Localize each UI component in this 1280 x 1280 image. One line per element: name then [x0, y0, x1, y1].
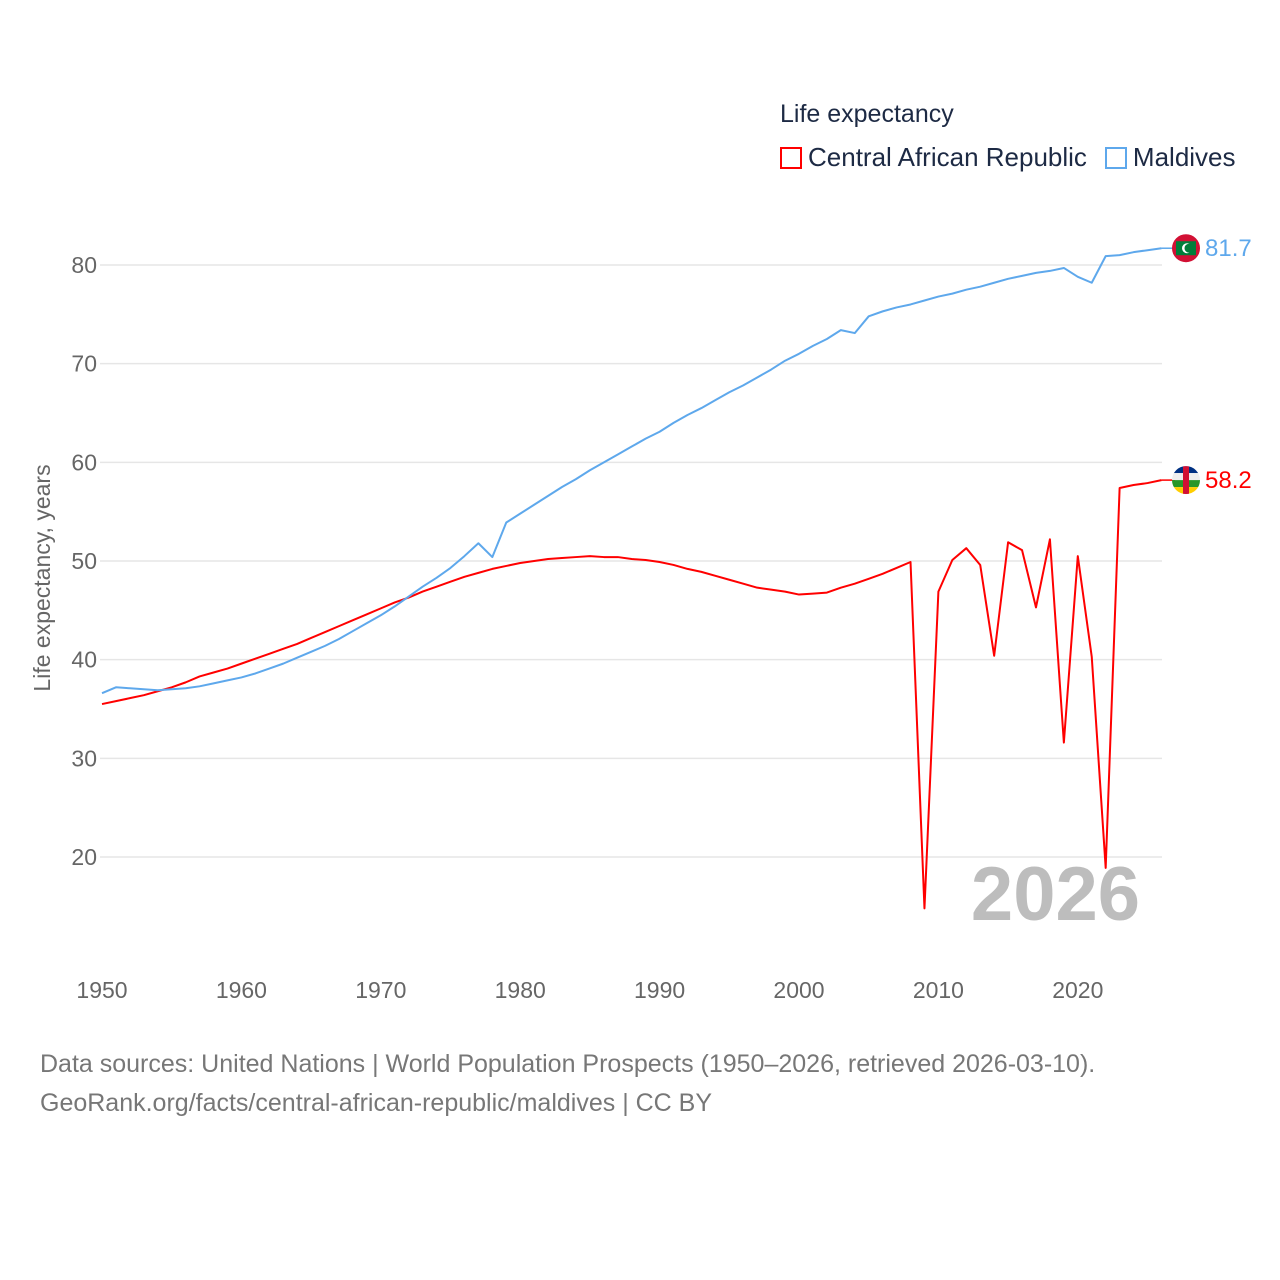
legend-item-maldives[interactable]: Maldives [1104, 142, 1236, 173]
attribution-link[interactable]: GeoRank.org/facts/central-african-republ… [40, 1089, 713, 1117]
y-tick-label: 30 [71, 745, 97, 771]
end-value-label: 58.2 [1205, 467, 1252, 494]
y-axis-title: Life expectancy, years [29, 464, 55, 691]
legend: Central African Republic Maldives [780, 142, 1236, 173]
x-tick-label: 1960 [216, 977, 267, 1003]
flag-central-african-republic-icon [1172, 466, 1200, 495]
data-source-text: Data sources: United Nations | World Pop… [40, 1050, 1096, 1078]
flag-crescent-cut [1184, 243, 1194, 253]
current-year-label: 2026 [971, 852, 1140, 937]
flag-red-band [1183, 466, 1189, 495]
footer: Data sources: United Nations | World Pop… [40, 1045, 1095, 1123]
y-tick-label: 40 [71, 647, 97, 673]
y-tick-label: 80 [71, 252, 97, 278]
x-tick-label: 2010 [913, 977, 964, 1003]
series-line-maldives [101, 247, 1162, 695]
x-tick-label: 1980 [495, 977, 546, 1003]
x-tick-label: 1950 [76, 977, 127, 1003]
end-value-label: 81.7 [1205, 235, 1252, 262]
y-tick-label: 20 [71, 844, 97, 870]
legend-swatch [1104, 146, 1127, 169]
x-tick-label: 1970 [355, 977, 406, 1003]
x-tick-label: 2000 [773, 977, 824, 1003]
legend-label: Central African Republic [808, 142, 1087, 172]
legend-item-central-african-republic[interactable]: Central African Republic [780, 142, 1087, 173]
series-line-central-african-republic [101, 479, 1162, 910]
legend-label: Maldives [1132, 142, 1236, 172]
x-tick-label: 1990 [634, 977, 685, 1003]
y-tick-label: 50 [71, 548, 97, 574]
y-tick-label: 60 [71, 449, 97, 475]
legend-title: Life expectancy [780, 100, 954, 128]
y-tick-label: 70 [71, 351, 97, 377]
x-tick-label: 2020 [1052, 977, 1103, 1003]
flag-maldives-icon [1172, 234, 1200, 263]
legend-swatch [780, 146, 802, 169]
